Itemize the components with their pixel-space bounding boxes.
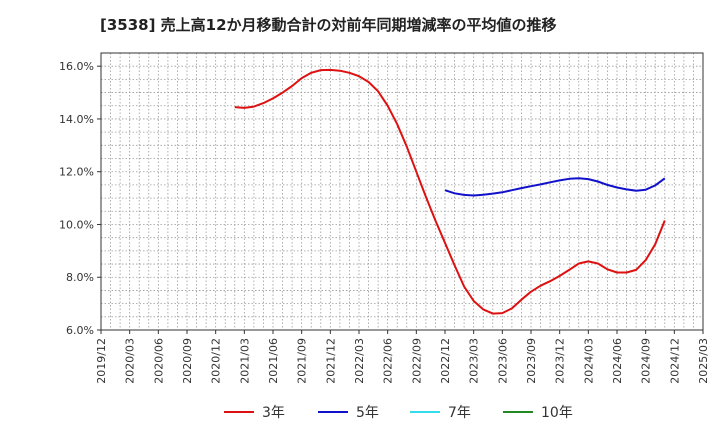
- legend-swatch: [224, 411, 254, 413]
- x-tick-label: 2020/12: [210, 338, 223, 384]
- y-tick-label: 6.0%: [66, 324, 94, 337]
- plot-area: [101, 53, 703, 330]
- x-tick-label: 2021/03: [238, 338, 251, 384]
- legend-item: 7年: [410, 402, 471, 422]
- x-tick-label: 2021/09: [296, 338, 309, 384]
- y-tick-label: 14.0%: [59, 113, 94, 126]
- legend-label: 5年: [356, 405, 379, 421]
- legend-label: 10年: [541, 405, 573, 421]
- x-tick-label: 2022/06: [382, 338, 395, 384]
- x-tick-label: 2023/12: [554, 338, 567, 384]
- x-tick-label: 2020/03: [124, 338, 137, 384]
- y-tick-label: 10.0%: [59, 218, 94, 231]
- chart-legend: 3年 5年 7年 10年: [0, 402, 720, 426]
- x-tick-label: 2024/03: [582, 338, 595, 384]
- legend-item: 5年: [318, 402, 379, 422]
- x-tick-label: 2024/06: [611, 338, 624, 384]
- y-tick-label: 16.0%: [59, 60, 94, 73]
- x-tick-label: 2022/03: [353, 338, 366, 384]
- x-tick-label: 2021/12: [324, 338, 337, 384]
- x-tick-label: 2023/09: [525, 338, 538, 384]
- legend-label: 3年: [262, 405, 285, 421]
- series-line-2: [444, 177, 666, 197]
- x-tick-label: 2022/09: [410, 338, 423, 384]
- y-tick-label: 8.0%: [66, 271, 94, 284]
- legend-swatch: [503, 411, 533, 413]
- legend-item: 3年: [224, 402, 285, 422]
- legend-swatch: [318, 411, 348, 413]
- x-tick-label: 2020/09: [181, 338, 194, 384]
- y-tick-label: 12.0%: [59, 166, 94, 179]
- x-tick-label: 2020/06: [152, 338, 165, 384]
- x-tick-label: 2024/09: [640, 338, 653, 384]
- legend-swatch: [410, 411, 440, 413]
- x-tick-label: 2023/06: [496, 338, 509, 384]
- x-tick-label: 2024/12: [668, 338, 681, 384]
- x-tick-label: 2023/03: [468, 338, 481, 384]
- x-tick-label: 2019/12: [95, 338, 108, 384]
- x-tick-label: 2025/03: [697, 338, 710, 384]
- legend-label: 7年: [448, 405, 471, 421]
- chart-title: [3538] 売上高12か月移動合計の対前年同期増減率の平均値の推移: [100, 16, 557, 34]
- plot-frame: [100, 52, 704, 331]
- x-tick-label: 2022/12: [439, 338, 452, 384]
- x-tick-label: 2021/06: [267, 338, 280, 384]
- series-line-1: [234, 68, 666, 315]
- legend-item: 10年: [503, 402, 573, 422]
